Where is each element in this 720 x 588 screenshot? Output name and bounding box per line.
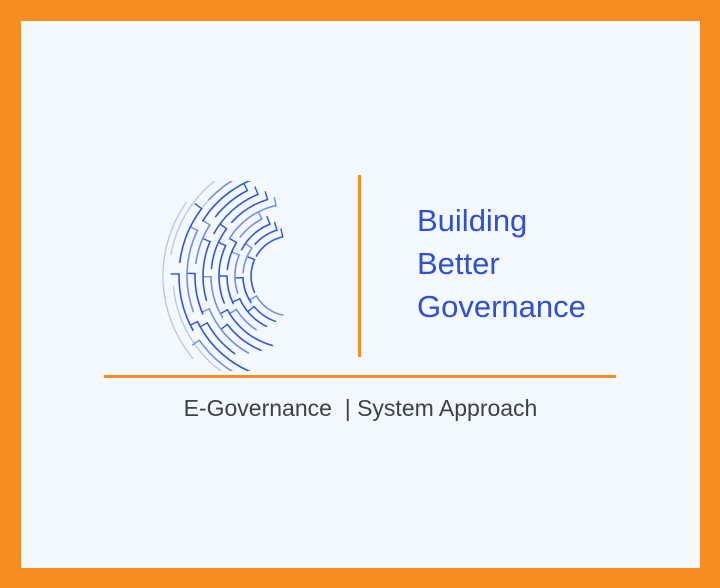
tagline: E-Governance | System Approach xyxy=(21,394,700,422)
headline: Building Better Governance xyxy=(417,199,586,328)
tagline-right: System Approach xyxy=(350,395,538,421)
title-card: Building Better Governance E-Governance … xyxy=(21,21,700,568)
headline-line-1: Building xyxy=(417,203,528,238)
tagline-separator: | xyxy=(331,395,351,421)
tagline-left: E-Governance xyxy=(183,395,332,421)
circuit-arc-logo-icon xyxy=(162,181,284,371)
horizontal-divider xyxy=(104,375,616,378)
headline-line-2: Better xyxy=(417,246,500,281)
headline-line-3: Governance xyxy=(417,289,586,324)
vertical-divider xyxy=(358,175,361,357)
